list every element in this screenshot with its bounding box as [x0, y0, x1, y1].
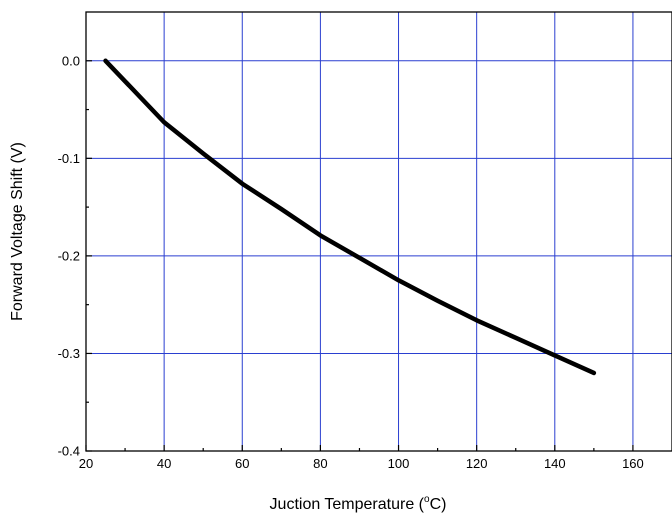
y-tick-label: -0.4 [58, 444, 80, 459]
x-axis-title-suffix: C) [430, 496, 447, 513]
x-tick-label: 100 [388, 456, 410, 471]
x-axis-title-superscript: o [424, 494, 430, 505]
y-tick-label: -0.3 [58, 346, 80, 361]
y-tick-label: 0.0 [62, 53, 80, 68]
series-layer [103, 58, 597, 376]
x-tick-label: 60 [235, 456, 249, 471]
x-axis-title: Juction Temperature (oC) [270, 494, 447, 513]
series-line-0 [103, 58, 597, 376]
x-tick-label: 40 [157, 456, 171, 471]
x-axis-title-prefix: Juction Temperature ( [270, 496, 425, 513]
x-tick-label: 140 [544, 456, 566, 471]
x-tick-label: 160 [622, 456, 644, 471]
tick-labels: 20 40 60 80 100 120 140 160 0.0 -0.1 -0.2 -0.3 -0.4 [58, 53, 644, 471]
tick-marks [85, 60, 634, 452]
x-tick-label: 20 [79, 456, 93, 471]
y-tick-label: -0.1 [58, 151, 80, 166]
y-tick-label: -0.2 [58, 248, 80, 263]
x-tick-label: 120 [466, 456, 488, 471]
x-tick-label: 80 [313, 456, 327, 471]
plot-frame [85, 11, 672, 452]
grid [86, 12, 672, 451]
y-axis-title: Forward Voltage Shift (V) [9, 142, 26, 321]
